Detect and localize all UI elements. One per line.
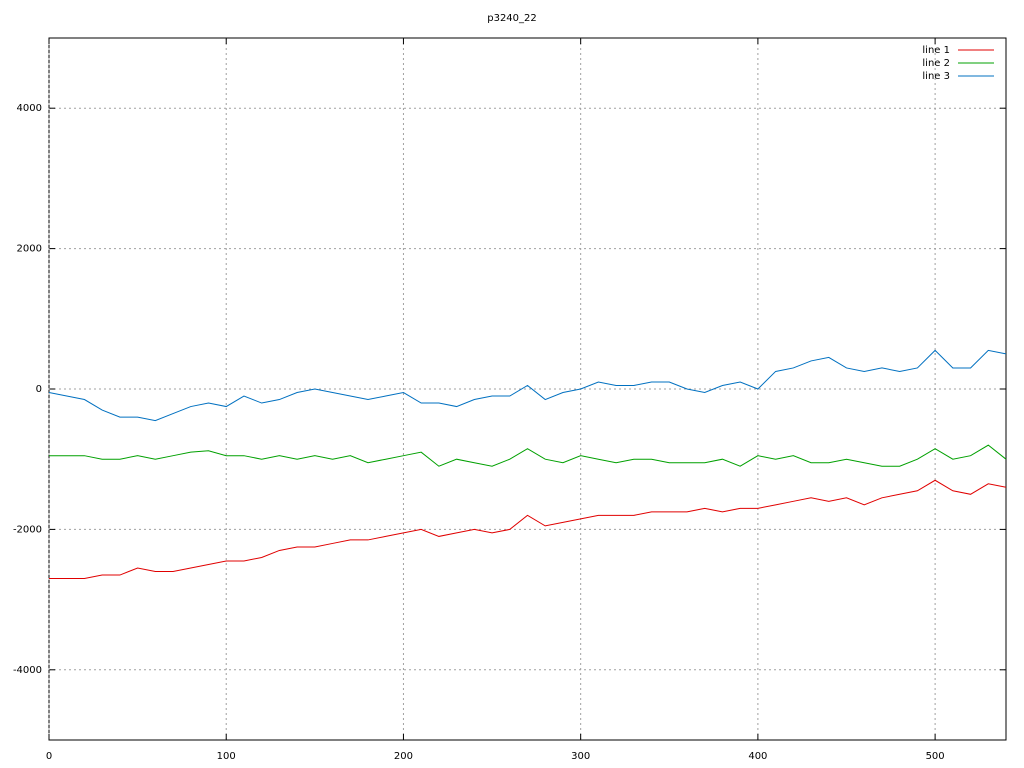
- x-tick-label: 500: [926, 751, 945, 762]
- legend-label: line 3: [922, 71, 950, 82]
- data-line: [49, 444, 1007, 467]
- plot-frame: [48, 37, 1007, 741]
- legend-label: line 2: [922, 58, 950, 69]
- x-tick-label: 300: [571, 751, 590, 762]
- y-tick-label: 2000: [17, 244, 42, 255]
- x-tick-label: 100: [217, 751, 236, 762]
- x-tick-label: 200: [394, 751, 413, 762]
- chart-title: p3240_22: [487, 13, 537, 24]
- data-line: [48, 349, 1007, 422]
- x-tick-label: 0: [46, 751, 52, 762]
- y-tick-label: -2000: [13, 524, 42, 535]
- x-tick-label: 400: [748, 751, 767, 762]
- y-tick-label: 0: [36, 384, 42, 395]
- legend-label: line 1: [922, 45, 950, 56]
- y-tick-label: 4000: [17, 103, 42, 114]
- y-tick-label: -4000: [13, 665, 42, 676]
- data-line: [49, 479, 1007, 580]
